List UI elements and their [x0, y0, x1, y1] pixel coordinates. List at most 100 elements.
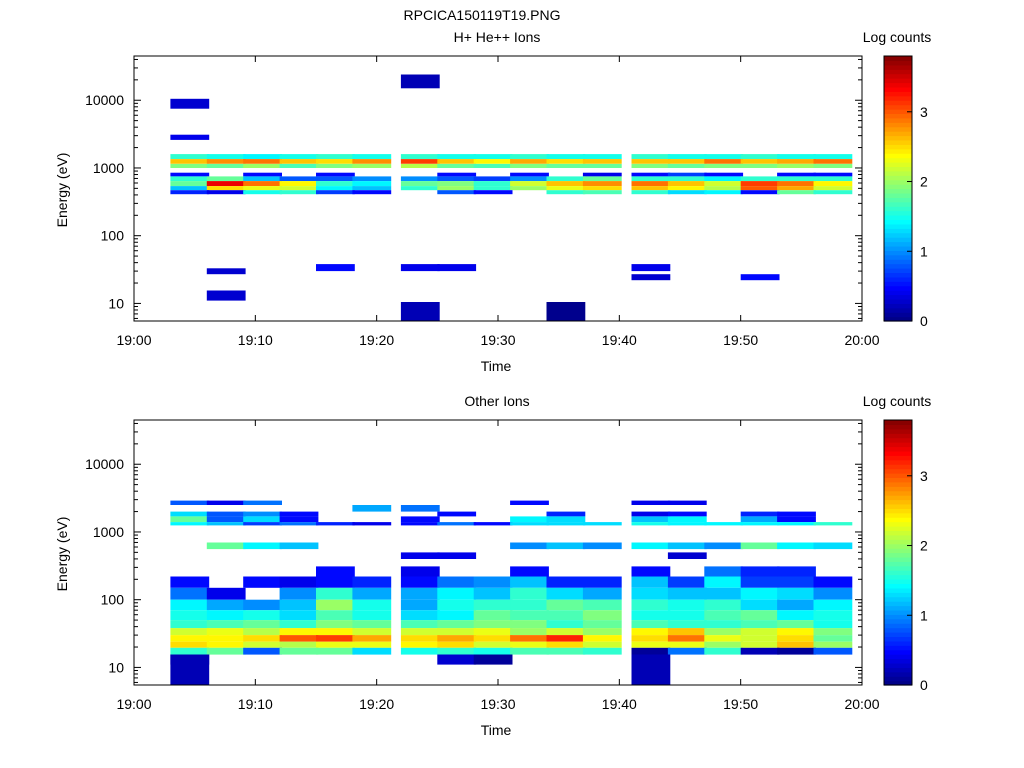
colorbar-segment — [884, 298, 912, 304]
heatmap-cell — [352, 599, 392, 611]
heatmap-cell — [279, 599, 319, 611]
heatmap-cell — [170, 516, 210, 523]
heatmap-cell — [243, 542, 282, 550]
heatmap-cell — [316, 620, 355, 629]
colorbar-segment — [884, 175, 912, 181]
heatmap-cell — [704, 186, 744, 191]
heatmap-cell — [437, 181, 477, 187]
colorbar-segment — [884, 153, 912, 159]
heatmap-cell — [316, 163, 355, 168]
heatmap-cell — [316, 599, 355, 611]
heatmap-cell — [582, 163, 622, 168]
heatmap-cell — [546, 635, 586, 642]
heatmap-cell — [546, 599, 586, 611]
colorbar-segment — [884, 245, 912, 251]
heatmap-cell — [400, 74, 440, 89]
colorbar-segment — [884, 241, 912, 247]
colorbar-tick-label: 1 — [920, 243, 928, 259]
heatmap-cell — [631, 163, 671, 168]
heatmap-cell — [316, 190, 355, 195]
x-axis-label: Time — [481, 358, 512, 374]
colorbar-segment — [884, 424, 912, 430]
colorbar-segment — [884, 259, 912, 265]
heatmap-cell — [582, 635, 622, 642]
heatmap-cell — [704, 587, 744, 600]
colorbar-segment — [884, 197, 912, 203]
heatmap-cell — [704, 566, 744, 577]
heatmap-cell — [813, 176, 853, 182]
x-tick-label: 19:40 — [602, 696, 637, 712]
heatmap-cell — [546, 181, 586, 187]
heatmap-cell — [740, 511, 780, 517]
heatmap-cell — [400, 522, 440, 526]
heatmap-cell — [437, 628, 477, 636]
heatmap-cell — [316, 186, 355, 191]
heatmap-cell — [704, 641, 744, 648]
heatmap-cell — [473, 159, 513, 164]
colorbar-tick-label: 3 — [920, 104, 928, 120]
heatmap-cell — [631, 186, 671, 191]
heatmap-cell — [316, 610, 355, 621]
heatmap-cell — [400, 154, 440, 160]
colorbar-segment — [884, 649, 912, 655]
colorbar-segment — [884, 450, 912, 456]
heatmap-cell — [279, 511, 319, 517]
heatmap-cell — [631, 647, 671, 655]
heatmap-cell — [777, 610, 816, 621]
heatmap-cell — [667, 542, 707, 550]
colorbar-segment — [884, 428, 912, 434]
colorbar-segment — [884, 671, 912, 677]
heatmap-cell — [279, 159, 319, 164]
heatmap-cell — [437, 647, 477, 655]
heatmap-cell — [170, 610, 210, 621]
heatmap-cell — [546, 610, 586, 621]
heatmap-cell — [582, 587, 622, 600]
heatmap-cell — [582, 190, 622, 195]
heatmap-cell — [437, 511, 477, 517]
heatmap-cell — [243, 610, 282, 621]
colorbar-segment — [884, 508, 912, 514]
heatmap-cell — [740, 647, 780, 655]
heatmap-cell — [582, 542, 622, 550]
heatmap-cell — [667, 635, 707, 642]
heatmap-cell — [437, 172, 477, 177]
heatmap-cell — [582, 522, 622, 526]
heatmap-cell — [546, 628, 586, 636]
colorbar-segment — [884, 104, 912, 110]
y-tick-label: 100 — [101, 592, 125, 608]
colorbar-segment — [884, 237, 912, 243]
heatmap-cell — [352, 181, 392, 187]
colorbar-tick-label: 0 — [920, 313, 928, 329]
x-tick-label: 19:20 — [359, 696, 394, 712]
y-axis-label: Energy (eV) — [54, 517, 70, 592]
colorbar-segment — [884, 521, 912, 527]
heatmap-cell — [206, 268, 246, 275]
heatmap-cell — [510, 159, 549, 164]
heatmap-cell — [279, 154, 319, 160]
heatmap-cell — [170, 98, 210, 109]
heatmap-cell — [206, 511, 246, 517]
heatmap-cell — [206, 641, 246, 648]
heatmap-cell — [437, 552, 477, 559]
heatmap-cell — [243, 635, 282, 642]
colorbar-segment — [884, 64, 912, 70]
heatmap-cell — [667, 641, 707, 648]
heatmap-cell — [631, 628, 671, 636]
heatmap-cell — [740, 576, 780, 588]
heatmap-cell — [704, 576, 744, 588]
heatmap-cell — [631, 635, 671, 642]
heatmap-cell — [704, 647, 744, 655]
heatmap-cell — [170, 576, 210, 588]
heatmap-cell — [170, 647, 210, 655]
heatmap-cell — [667, 511, 707, 517]
colorbar-segment — [884, 499, 912, 505]
heatmap-cell — [813, 610, 853, 621]
heatmap-cell — [206, 290, 246, 301]
heatmap-cell — [400, 516, 440, 523]
heatmap-cell — [170, 620, 210, 629]
heatmap-cell — [813, 620, 853, 629]
heatmap-cell — [437, 186, 477, 191]
heatmap-cell — [740, 154, 780, 160]
heatmap-cell — [400, 181, 440, 187]
heatmap-cell — [510, 186, 549, 191]
